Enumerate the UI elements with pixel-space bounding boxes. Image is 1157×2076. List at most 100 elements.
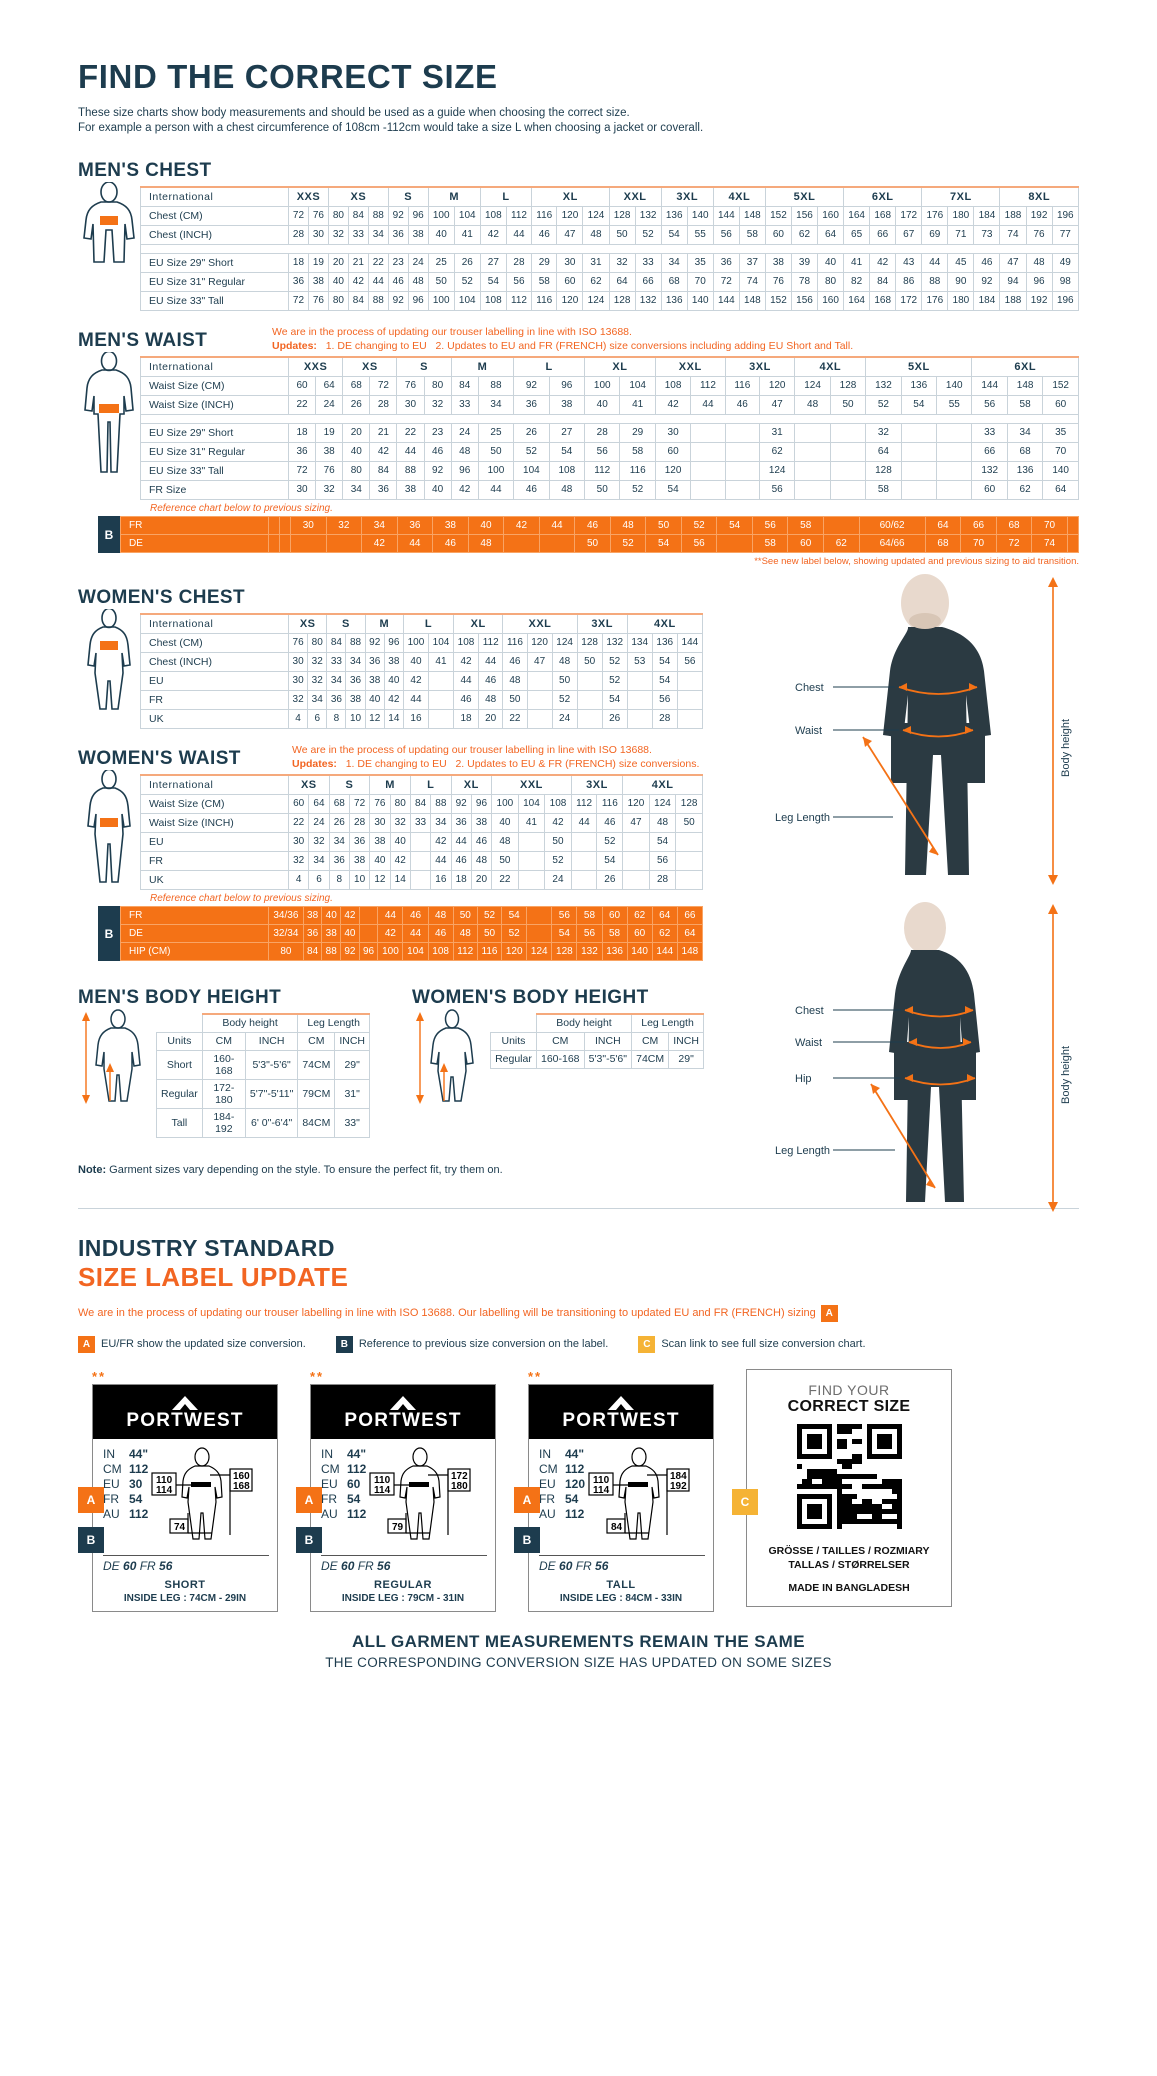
cell: 32 xyxy=(389,813,411,833)
cell: 72 xyxy=(288,291,309,311)
inside-leg: INSIDE LEG : 74CM - 29IN xyxy=(123,1592,247,1604)
cell xyxy=(290,534,327,553)
cell: 34 xyxy=(342,480,371,500)
spec-key: FR xyxy=(103,1491,119,1506)
cell: 104 xyxy=(513,461,550,481)
cell: 44 xyxy=(396,534,434,553)
cell: 48 xyxy=(582,225,610,245)
male-torso-figure xyxy=(78,182,140,311)
table-row: FR 32 34 36 38 40 42 44 46 48 50 52 54 56 xyxy=(140,851,703,871)
cell: 70 xyxy=(960,534,997,553)
cell: 20 xyxy=(342,423,371,443)
svg-text:PORTWEST: PORTWEST xyxy=(126,1410,243,1431)
womens-waist-title: WOMEN'S WAIST xyxy=(78,748,241,769)
cell: 35 xyxy=(1042,423,1079,443)
cell xyxy=(576,690,603,710)
cell: 176 xyxy=(921,291,949,311)
cell: 33 xyxy=(409,813,432,833)
cell xyxy=(690,442,726,462)
spec-value: 112 xyxy=(347,1461,367,1476)
cell: 66 xyxy=(960,516,997,535)
womens-section: WOMEN'S CHEST International XS S M L XL XXL 3XL… xyxy=(78,574,1079,1212)
cell xyxy=(829,442,867,462)
cell: 46 xyxy=(423,442,452,462)
cell: 40 xyxy=(584,395,621,415)
table-row: Chest (INCH) 28 30 32 33 34 36 38 40 41 42 44 46 47 48… xyxy=(140,225,1080,245)
cell: 50 xyxy=(675,813,703,833)
label-card: ** PORTWEST IN 44" CM 112 EU 120 FR 54 AU 112 110 114… xyxy=(514,1369,714,1612)
cell: 84 xyxy=(347,206,369,226)
cell: 74CM xyxy=(631,1049,670,1069)
cell: 38 xyxy=(345,690,366,710)
cell: 64 xyxy=(308,794,330,814)
cell: 12 xyxy=(369,870,391,890)
subcol-cm: CM xyxy=(201,1031,246,1051)
col-header-4xl: 4XL xyxy=(622,774,703,795)
cell: 68 xyxy=(342,376,371,396)
spec-row: FR 54 xyxy=(321,1492,366,1507)
fig-right-1: 172 xyxy=(451,1471,468,1482)
cell: 68 xyxy=(328,794,350,814)
cell: 6 xyxy=(308,870,330,890)
table-spacer-row xyxy=(140,414,1079,424)
cell: 16 xyxy=(430,870,452,890)
blank-header xyxy=(491,1014,537,1032)
female-model-diagram: Chest Waist Hip xyxy=(775,902,1072,1212)
cell: 8 xyxy=(328,870,350,890)
cell: 80 xyxy=(268,942,304,961)
cell xyxy=(526,690,553,710)
table-row: Chest (CM) 76 80 84 88 92 96 100 104 108 112 116 120… xyxy=(140,633,704,653)
cell: 48 xyxy=(551,652,578,672)
qr-code-icon[interactable] xyxy=(757,1423,941,1534)
cell: 77 xyxy=(1051,225,1080,245)
cell: 34 xyxy=(430,813,452,833)
cell xyxy=(538,534,576,553)
cell: 52 xyxy=(865,395,902,415)
cell: 56 xyxy=(680,534,718,553)
cell: 32/34 xyxy=(268,924,304,943)
legend-text-a: EU/FR show the updated size conversion. xyxy=(101,1338,306,1350)
cell xyxy=(900,423,938,443)
cell: 23 xyxy=(423,423,452,443)
cell: 50 xyxy=(551,671,578,691)
cell: 29 xyxy=(619,423,656,443)
cell: 156 xyxy=(790,206,819,226)
cell: 42 xyxy=(340,906,360,925)
cell: 42 xyxy=(503,516,540,535)
cell: 192 xyxy=(1025,206,1053,226)
row-label: Waist Size (INCH) xyxy=(140,813,289,833)
cell xyxy=(936,442,973,462)
table-header-row: Body height Leg Length xyxy=(491,1013,704,1033)
cell: 160-168 xyxy=(535,1049,585,1069)
cell: 54 xyxy=(548,442,586,462)
cell: 100 xyxy=(427,206,455,226)
spec-value: 54 xyxy=(129,1491,143,1506)
mens-chest-table: International XXS XS S M L XL XXL 3XL 4XL 5XL 6XL 7X… xyxy=(140,186,1080,311)
cell: 44 xyxy=(478,652,504,672)
cell: 48 xyxy=(609,516,647,535)
cell: 30 xyxy=(654,423,692,443)
cell: 34/36 xyxy=(268,906,304,925)
cell: 88 xyxy=(367,291,389,311)
cell: 46 xyxy=(432,534,469,553)
cell: 50 xyxy=(491,851,519,871)
cell: 74 xyxy=(1031,534,1068,553)
row-label: EU Size 33" Tall xyxy=(140,461,289,481)
cell: 56 xyxy=(584,442,621,462)
cell: 108 xyxy=(479,291,507,311)
cell: 104 xyxy=(427,633,455,653)
label-figure: 110 114 184 192 84 xyxy=(585,1446,693,1548)
cell: 30 xyxy=(290,516,327,535)
cell: 5'3"-5'6" xyxy=(244,1049,299,1080)
cell: 29" xyxy=(668,1049,704,1069)
blank-header xyxy=(157,1014,203,1032)
cell: 124 xyxy=(794,376,831,396)
cell: 32 xyxy=(327,225,349,245)
cell: 46 xyxy=(973,253,1001,273)
cell: 100 xyxy=(491,794,519,814)
table-row: UK 4 6 8 10 12 14 16 18 20 22 24 26 28 xyxy=(140,870,703,890)
table-spacer-row xyxy=(140,244,1079,254)
cell: 32 xyxy=(307,652,328,672)
cell: 68 xyxy=(1006,442,1044,462)
cell: 66 xyxy=(676,906,704,925)
